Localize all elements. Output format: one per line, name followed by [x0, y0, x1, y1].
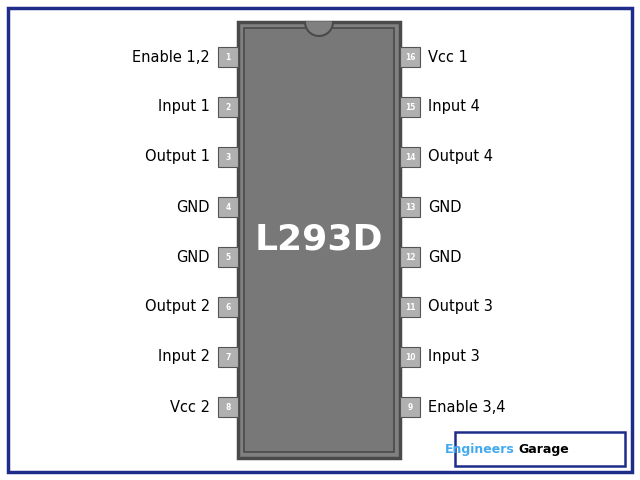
Bar	[455, 432, 625, 466]
Bar	[218, 397, 238, 417]
Text: 4: 4	[225, 203, 230, 212]
Text: Vcc 2: Vcc 2	[170, 399, 210, 415]
Text: 16: 16	[404, 52, 415, 61]
Bar	[218, 247, 238, 267]
Text: Output 4: Output 4	[428, 149, 493, 165]
Text: 2: 2	[225, 103, 230, 111]
Bar	[218, 297, 238, 317]
Text: 9: 9	[408, 403, 413, 411]
Text: GND: GND	[428, 200, 461, 215]
Polygon shape	[305, 22, 333, 36]
Text: GND: GND	[177, 250, 210, 264]
Bar	[400, 197, 420, 217]
Bar	[244, 28, 394, 452]
Text: 12: 12	[404, 252, 415, 262]
Text: Input 1: Input 1	[158, 99, 210, 115]
Text: Enable 3,4: Enable 3,4	[428, 399, 506, 415]
Text: 14: 14	[404, 153, 415, 161]
Text: Input 3: Input 3	[428, 349, 480, 364]
Text: GND: GND	[428, 250, 461, 264]
Text: 13: 13	[404, 203, 415, 212]
Bar	[238, 22, 400, 458]
Text: Input 2: Input 2	[158, 349, 210, 364]
Bar	[218, 147, 238, 167]
Text: GND: GND	[177, 200, 210, 215]
Text: 7: 7	[225, 352, 230, 361]
Bar	[218, 47, 238, 67]
Text: L293D: L293D	[255, 223, 383, 257]
Bar	[218, 97, 238, 117]
Text: Output 1: Output 1	[145, 149, 210, 165]
Text: Engineers: Engineers	[445, 443, 515, 456]
Text: Vcc 1: Vcc 1	[428, 49, 468, 64]
Text: Output 2: Output 2	[145, 300, 210, 314]
Text: 15: 15	[405, 103, 415, 111]
Text: 10: 10	[404, 352, 415, 361]
Text: 3: 3	[225, 153, 230, 161]
Text: Enable 1,2: Enable 1,2	[132, 49, 210, 64]
Text: 5: 5	[225, 252, 230, 262]
Text: 11: 11	[404, 302, 415, 312]
Bar	[400, 97, 420, 117]
Bar	[400, 397, 420, 417]
Bar	[400, 347, 420, 367]
Bar	[400, 247, 420, 267]
Bar	[400, 47, 420, 67]
Bar	[218, 197, 238, 217]
Text: 8: 8	[225, 403, 230, 411]
Text: 1: 1	[225, 52, 230, 61]
Text: Input 4: Input 4	[428, 99, 480, 115]
Text: Garage: Garage	[518, 443, 569, 456]
Bar	[400, 147, 420, 167]
Bar	[400, 297, 420, 317]
Text: Output 3: Output 3	[428, 300, 493, 314]
Text: 6: 6	[225, 302, 230, 312]
Bar	[218, 347, 238, 367]
